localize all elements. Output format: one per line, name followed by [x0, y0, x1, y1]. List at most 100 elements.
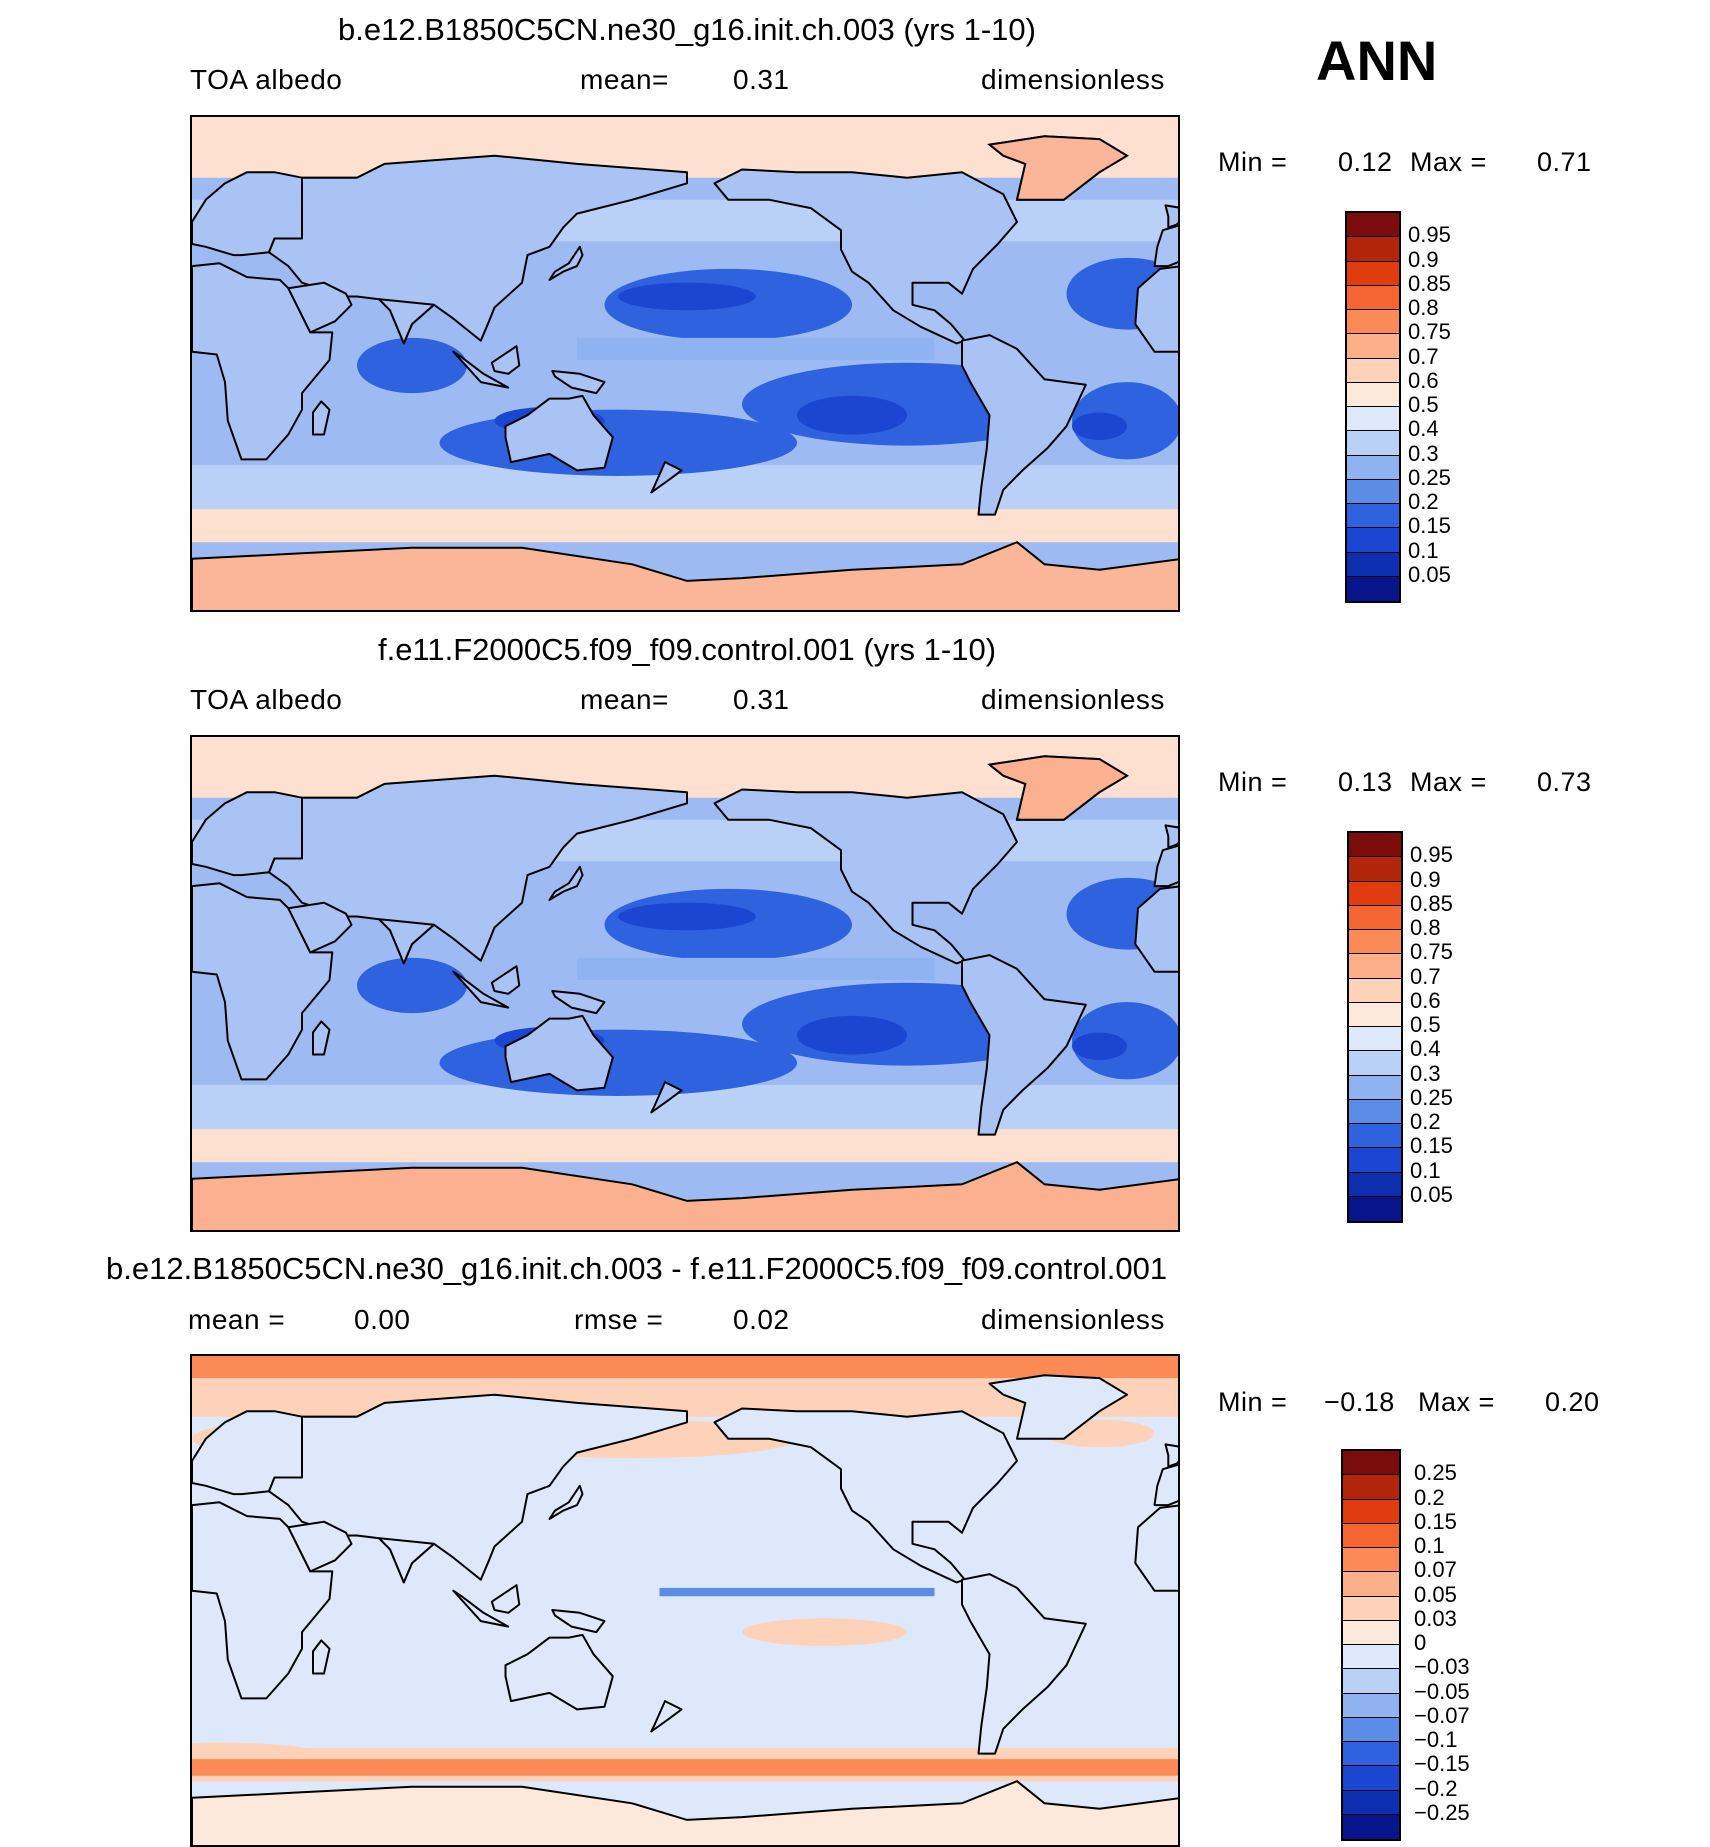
units-label: dimensionless: [981, 64, 1165, 95]
low-albedo-region: [1072, 382, 1178, 460]
greenland: [987, 755, 1129, 821]
colorbar-segment: [1347, 455, 1399, 480]
continent-outline: [1164, 204, 1178, 229]
colorbar-tick-label: 0.1: [1408, 537, 1439, 563]
colorbar-segment: [1347, 528, 1399, 553]
colorbar-tick-label: −0.25: [1414, 1799, 1470, 1825]
colorbar-tick-label: 0.4: [1410, 1036, 1441, 1062]
colorbar-tick-label: 0.95: [1408, 222, 1451, 248]
colorbar-segment: [1349, 1172, 1401, 1197]
colorbar-segment: [1343, 1669, 1399, 1694]
colorbar-tick-label: 0.7: [1408, 343, 1439, 369]
itcz-negative-anomaly: [659, 1587, 935, 1597]
colorbar-segment: [1347, 576, 1399, 601]
colorbar-tick-label: 0.2: [1410, 1109, 1441, 1134]
continent-outline: [650, 1081, 683, 1114]
variable-label: TOA albedo: [190, 64, 343, 95]
map-plot: [190, 735, 1180, 1232]
continent-outline: [504, 1633, 614, 1711]
colorbar-segment: [1343, 1548, 1399, 1573]
continent-outline: [192, 262, 334, 461]
panel-title: f.e11.F2000C5.f09_f09.control.001 (yrs 1…: [377, 632, 997, 667]
continent-outline: [650, 461, 683, 494]
colorbar-tick-label: 0.15: [1408, 513, 1451, 539]
colorbar-segment: [1343, 1620, 1399, 1645]
southern-ocean-band: [192, 1129, 1178, 1163]
low-albedo-region: [439, 1029, 797, 1096]
colorbar-segment: [1349, 954, 1401, 979]
continent-outline: [452, 970, 510, 1009]
units-label: dimensionless: [981, 684, 1165, 715]
colorbar-segment: [1349, 1099, 1401, 1124]
min-value: −0.18: [1324, 1387, 1395, 1417]
continent-outline: [1134, 265, 1178, 353]
max-value: 0.73: [1537, 767, 1592, 797]
continent-outline: [713, 788, 1018, 965]
continent-outline: [1164, 824, 1178, 849]
itcz-band: [577, 337, 935, 360]
colorbar-tick-label: 0.15: [1414, 1508, 1457, 1534]
colorbar-tick-label: 0.9: [1410, 866, 1441, 892]
greenland: [987, 135, 1129, 201]
colorbar-segment: [1347, 334, 1399, 359]
colorbar-tick-label: 0.4: [1408, 416, 1439, 442]
colorbar-tick-label: 0.05: [1408, 561, 1451, 587]
min-value: 0.12: [1338, 147, 1393, 177]
map-plot: [190, 115, 1180, 612]
colorbar-segment: [1347, 310, 1399, 335]
continent-outline: [312, 1639, 331, 1675]
antarctica: [192, 541, 1178, 610]
colorbar-tick-label: 0.03: [1414, 1605, 1457, 1631]
continent-outline: [504, 1014, 614, 1092]
continent-outline: [287, 281, 353, 334]
season-label: ANN: [1316, 29, 1438, 92]
colorbar-segment: [1343, 1475, 1399, 1500]
panel-title: b.e12.B1850C5CN.ne30_g16.init.ch.003 (yr…: [338, 12, 1036, 47]
max-value: 0.20: [1545, 1387, 1600, 1417]
colorbar-tick-label: 0.25: [1414, 1460, 1457, 1486]
colorbar-tick-label: 0.3: [1408, 440, 1439, 466]
continent-outline: [312, 1020, 331, 1056]
antarctica: [192, 1161, 1178, 1230]
colorbar-segment: [1343, 1499, 1399, 1524]
continent-outline: [1153, 224, 1178, 268]
antarctica: [192, 1780, 1178, 1845]
colorbar-segment: [1347, 285, 1399, 310]
rmse-value: 0.02: [733, 1304, 790, 1335]
colorbar-segment: [1347, 504, 1399, 529]
panel-title: b.e12.B1850C5CN.ne30_g16.init.ch.003 - f…: [106, 1251, 1168, 1286]
colorbar: [1345, 211, 1401, 603]
colorbar-tick-label: 0.85: [1410, 890, 1453, 916]
colorbar-tick-label: 0.6: [1408, 367, 1439, 393]
colorbar-segment: [1349, 1124, 1401, 1149]
colorbar-tick-label: 0.75: [1408, 319, 1451, 345]
continent-outline: [192, 1501, 334, 1700]
colorbar-segment: [1349, 1148, 1401, 1173]
max-label: Max =: [1410, 767, 1487, 797]
continent-outline: [961, 334, 1087, 516]
continent-outline: [378, 298, 435, 345]
continent-outline: [548, 865, 584, 901]
colorbar-tick-label: 0.05: [1414, 1581, 1457, 1607]
colorbar-segment: [1347, 479, 1399, 504]
southern-ocean-anomaly: [192, 1759, 1178, 1776]
min-label: Min =: [1218, 147, 1288, 177]
continent-outline: [713, 1407, 1018, 1584]
rmse-label: rmse =: [574, 1304, 664, 1335]
continent-outline: [378, 918, 435, 965]
continent-outline: [548, 245, 584, 281]
colorbar-tick-label: 0.6: [1410, 987, 1441, 1013]
colorbar-tick-label: 0.8: [1410, 915, 1441, 940]
continent-outline: [1164, 1443, 1178, 1468]
lowest-albedo-region: [1072, 1032, 1127, 1061]
continent-outline: [504, 394, 614, 472]
colorbar-tick-label: 0.75: [1410, 939, 1453, 965]
colorbar-segment: [1349, 1002, 1401, 1027]
colorbar-segment: [1349, 1051, 1401, 1076]
colorbar-tick-label: −0.03: [1414, 1654, 1470, 1680]
units-label: dimensionless: [981, 1304, 1165, 1335]
colorbar-segment: [1349, 978, 1401, 1003]
continent-outline: [378, 1537, 435, 1584]
mean-label: mean =: [188, 1304, 286, 1335]
variable-label: TOA albedo: [190, 684, 343, 715]
